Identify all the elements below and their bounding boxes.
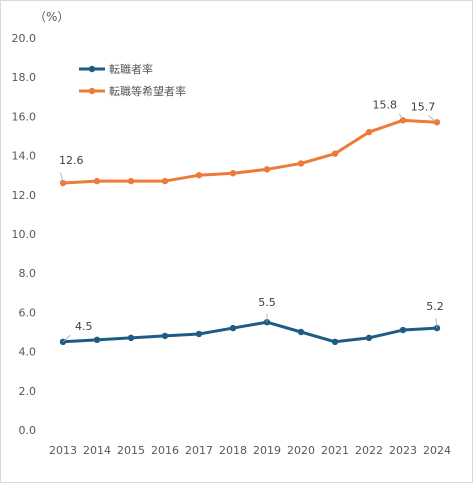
y-tick-label: 16.0 <box>12 110 37 123</box>
data-point <box>229 170 237 177</box>
data-label-leader <box>60 172 64 184</box>
data-labels: 4.5 5.5 5.2 12.6 15.8 15.7 <box>59 98 444 343</box>
x-tick-label: 2016 <box>151 444 179 457</box>
data-point <box>195 330 203 338</box>
x-tick-label: 2014 <box>83 444 111 457</box>
data-label: 5.5 <box>258 296 276 309</box>
data-label-leader <box>399 113 404 121</box>
data-point <box>365 128 373 136</box>
data-label-leader <box>435 318 438 329</box>
data-point <box>127 177 135 185</box>
data-label: 12.6 <box>59 154 84 167</box>
x-tick-label: 2020 <box>287 444 315 457</box>
data-label-leader <box>428 115 438 123</box>
x-tick-label: 2021 <box>321 444 349 457</box>
y-axis: 0.0 2.0 4.0 6.0 8.0 10.0 12.0 14.0 16.0 18.0 20.0 <box>12 32 37 437</box>
x-tick-label: 2023 <box>389 444 417 457</box>
data-label: 15.7 <box>411 100 436 113</box>
legend-swatch-marker <box>88 65 96 73</box>
y-tick-label: 20.0 <box>12 32 37 45</box>
x-tick-label: 2022 <box>355 444 383 457</box>
y-tick-label: 0.0 <box>19 424 37 437</box>
x-axis: 2013 2014 2015 2016 2017 2018 2019 2020 2021 2022… <box>49 444 451 457</box>
y-tick-label: 14.0 <box>12 150 37 163</box>
series-line-0 <box>61 320 439 344</box>
data-point <box>331 338 339 345</box>
data-point <box>127 334 135 342</box>
legend-label: 転職等希望者率 <box>109 84 186 98</box>
series-line-1 <box>61 118 439 185</box>
y-tick-label: 8.0 <box>19 267 37 280</box>
data-point <box>399 117 407 124</box>
y-tick-label: 10.0 <box>12 228 37 241</box>
x-tick-label: 2018 <box>219 444 247 457</box>
data-point <box>195 172 203 179</box>
x-tick-label: 2024 <box>423 444 451 457</box>
data-point <box>297 160 305 167</box>
data-point <box>399 326 407 334</box>
y-tick-label: 2.0 <box>19 385 37 398</box>
series-lines <box>59 117 441 345</box>
data-point <box>161 177 169 185</box>
data-point <box>365 334 373 342</box>
x-tick-label: 2015 <box>117 444 145 457</box>
unit-label: （%） <box>34 10 69 24</box>
data-point <box>161 332 169 340</box>
data-point <box>229 324 237 332</box>
x-tick-label: 2019 <box>253 444 281 457</box>
legend-swatch-marker <box>88 87 96 95</box>
x-tick-label: 2013 <box>49 444 77 457</box>
legend-label: 転職者率 <box>109 62 153 76</box>
data-point <box>93 336 101 344</box>
data-label-leader <box>62 334 71 343</box>
y-tick-label: 6.0 <box>19 306 37 319</box>
y-tick-label: 12.0 <box>12 189 37 202</box>
y-tick-label: 4.0 <box>19 346 37 359</box>
data-label: 4.5 <box>75 320 93 333</box>
data-label: 5.2 <box>426 300 444 313</box>
data-point <box>93 177 101 185</box>
y-tick-label: 18.0 <box>12 71 37 84</box>
data-point <box>263 166 271 173</box>
data-point <box>297 328 305 336</box>
x-tick-label: 2017 <box>185 444 213 457</box>
data-label: 15.8 <box>373 98 398 111</box>
data-point <box>331 150 339 157</box>
